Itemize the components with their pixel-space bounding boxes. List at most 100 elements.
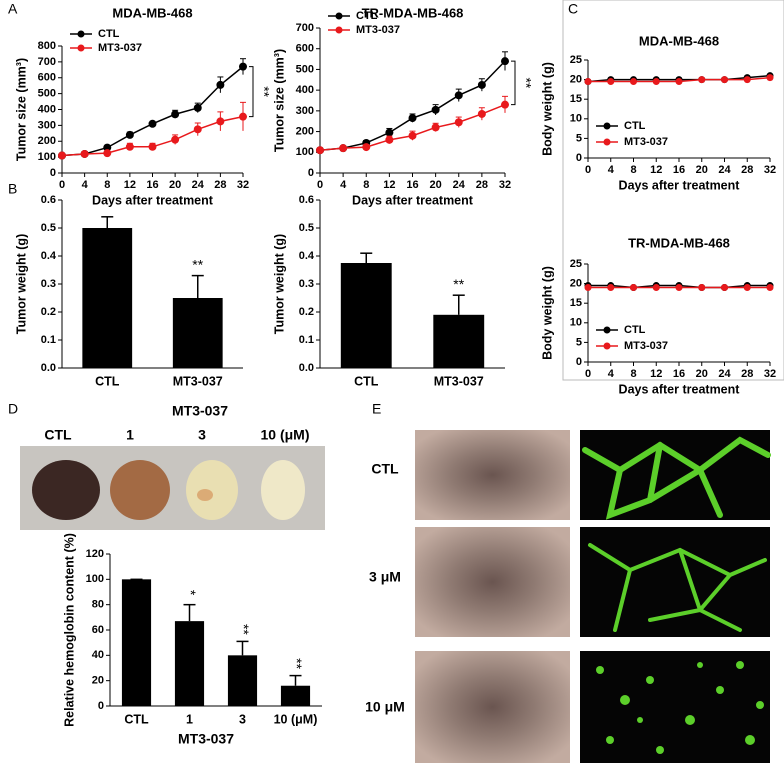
y-tick-label: 0 xyxy=(576,356,582,368)
y-tick-label: 0.1 xyxy=(299,334,314,346)
legend-label: MT3-037 xyxy=(356,24,400,36)
point xyxy=(630,78,637,86)
y-tick-label: 10 xyxy=(570,113,582,125)
y-tick-label: 800 xyxy=(38,40,56,52)
panel-frame xyxy=(562,0,784,381)
y-tick-label: 40 xyxy=(92,649,104,661)
point xyxy=(584,78,592,86)
x-tick-label: 1 xyxy=(186,712,193,726)
x-tick-label: 0 xyxy=(317,179,323,191)
x-tick-label: 28 xyxy=(214,179,226,191)
panel-label: A xyxy=(8,1,18,17)
point xyxy=(477,80,486,89)
y-tick-label: 500 xyxy=(296,63,314,75)
x-tick-label: 4 xyxy=(608,164,615,176)
x-tick-label: 20 xyxy=(696,164,708,176)
bar xyxy=(227,655,258,706)
legend-marker xyxy=(603,122,611,130)
y-tick-label: 60 xyxy=(92,624,104,636)
x-tick-label: 28 xyxy=(476,179,488,191)
point xyxy=(454,91,463,100)
point xyxy=(607,78,615,86)
point xyxy=(584,284,592,292)
point xyxy=(239,62,247,71)
x-tick-label: 20 xyxy=(696,368,708,380)
y-tick-label: 0 xyxy=(50,167,56,179)
legend-marker xyxy=(603,138,611,146)
point xyxy=(316,146,324,155)
y-tick-label: 0.3 xyxy=(41,278,56,290)
x-tick-label: 8 xyxy=(630,164,636,176)
x-tick-label: 24 xyxy=(453,179,466,191)
point xyxy=(501,100,509,109)
x-axis-label: Days after treatment xyxy=(619,382,741,396)
y-tick-label: 0.4 xyxy=(41,250,57,262)
y-tick-label: 0.6 xyxy=(299,194,314,206)
x-tick-label: 10 (μM) xyxy=(274,712,318,726)
point xyxy=(652,284,660,292)
point xyxy=(721,284,728,292)
row-label: 10 μM xyxy=(365,699,405,715)
y-axis-label: Body weight (g) xyxy=(540,266,554,360)
x-tick-label: 3 xyxy=(239,712,246,726)
y-tick-label: 400 xyxy=(38,103,56,115)
y-tick-label: 300 xyxy=(38,119,56,131)
legend-marker xyxy=(77,44,85,52)
bracket xyxy=(249,66,254,118)
x-tick-label: MT3-037 xyxy=(434,374,484,388)
x-tick-label: 4 xyxy=(340,179,347,191)
x-tick-label: 16 xyxy=(673,368,685,380)
photo-label: CTL xyxy=(44,427,72,443)
point xyxy=(385,135,394,144)
y-tick-label: 0.1 xyxy=(41,334,56,346)
x-tick-label: 0 xyxy=(59,179,65,191)
tumor-photo xyxy=(20,446,325,530)
point xyxy=(652,78,660,86)
y-tick-label: 0 xyxy=(98,700,104,712)
x-axis-label: Days after treatment xyxy=(352,193,474,207)
photo-title: MT3-037 xyxy=(172,403,228,419)
bar xyxy=(82,228,133,368)
x-tick-label: 12 xyxy=(124,179,136,191)
x-tick-label: 12 xyxy=(383,179,395,191)
y-tick-label: 20 xyxy=(570,74,582,86)
point xyxy=(454,118,463,127)
point xyxy=(148,142,157,151)
row-label: 3 μM xyxy=(369,569,401,585)
y-tick-label: 0.0 xyxy=(299,362,314,374)
x-axis-label: Days after treatment xyxy=(619,178,741,192)
point xyxy=(216,117,225,126)
point xyxy=(103,149,112,158)
x-tick-label: CTL xyxy=(124,712,149,726)
significance: * xyxy=(183,590,199,596)
x-tick-label: 20 xyxy=(169,179,181,191)
legend-label: CTL xyxy=(624,120,646,132)
y-tick-label: 200 xyxy=(296,125,314,137)
x-tick-label: 0 xyxy=(585,368,591,380)
point xyxy=(501,57,509,66)
y-tick-label: 500 xyxy=(38,88,56,100)
x-tick-label: 28 xyxy=(741,164,753,176)
point xyxy=(125,130,134,139)
y-tick-label: 600 xyxy=(38,72,56,84)
y-axis-label: Tumor weight (g) xyxy=(272,234,286,334)
y-tick-label: 700 xyxy=(38,56,56,68)
x-tick-label: 4 xyxy=(608,368,615,380)
point xyxy=(125,142,134,151)
y-tick-label: 0.5 xyxy=(41,222,56,234)
significance: ** xyxy=(256,86,272,97)
bar xyxy=(280,685,311,706)
legend-label: MT3-037 xyxy=(624,340,668,352)
y-tick-label: 0 xyxy=(308,167,314,179)
significance: ** xyxy=(192,256,203,272)
x-tick-label: 8 xyxy=(104,179,110,191)
point xyxy=(80,149,89,158)
legend-marker xyxy=(77,30,85,38)
bar xyxy=(433,314,485,368)
y-tick-label: 400 xyxy=(296,84,314,96)
chart-title: TR-MDA-MB-468 xyxy=(628,235,730,250)
significance: ** xyxy=(518,77,534,88)
y-tick-label: 5 xyxy=(576,132,582,144)
point xyxy=(193,125,202,134)
point xyxy=(408,114,417,123)
